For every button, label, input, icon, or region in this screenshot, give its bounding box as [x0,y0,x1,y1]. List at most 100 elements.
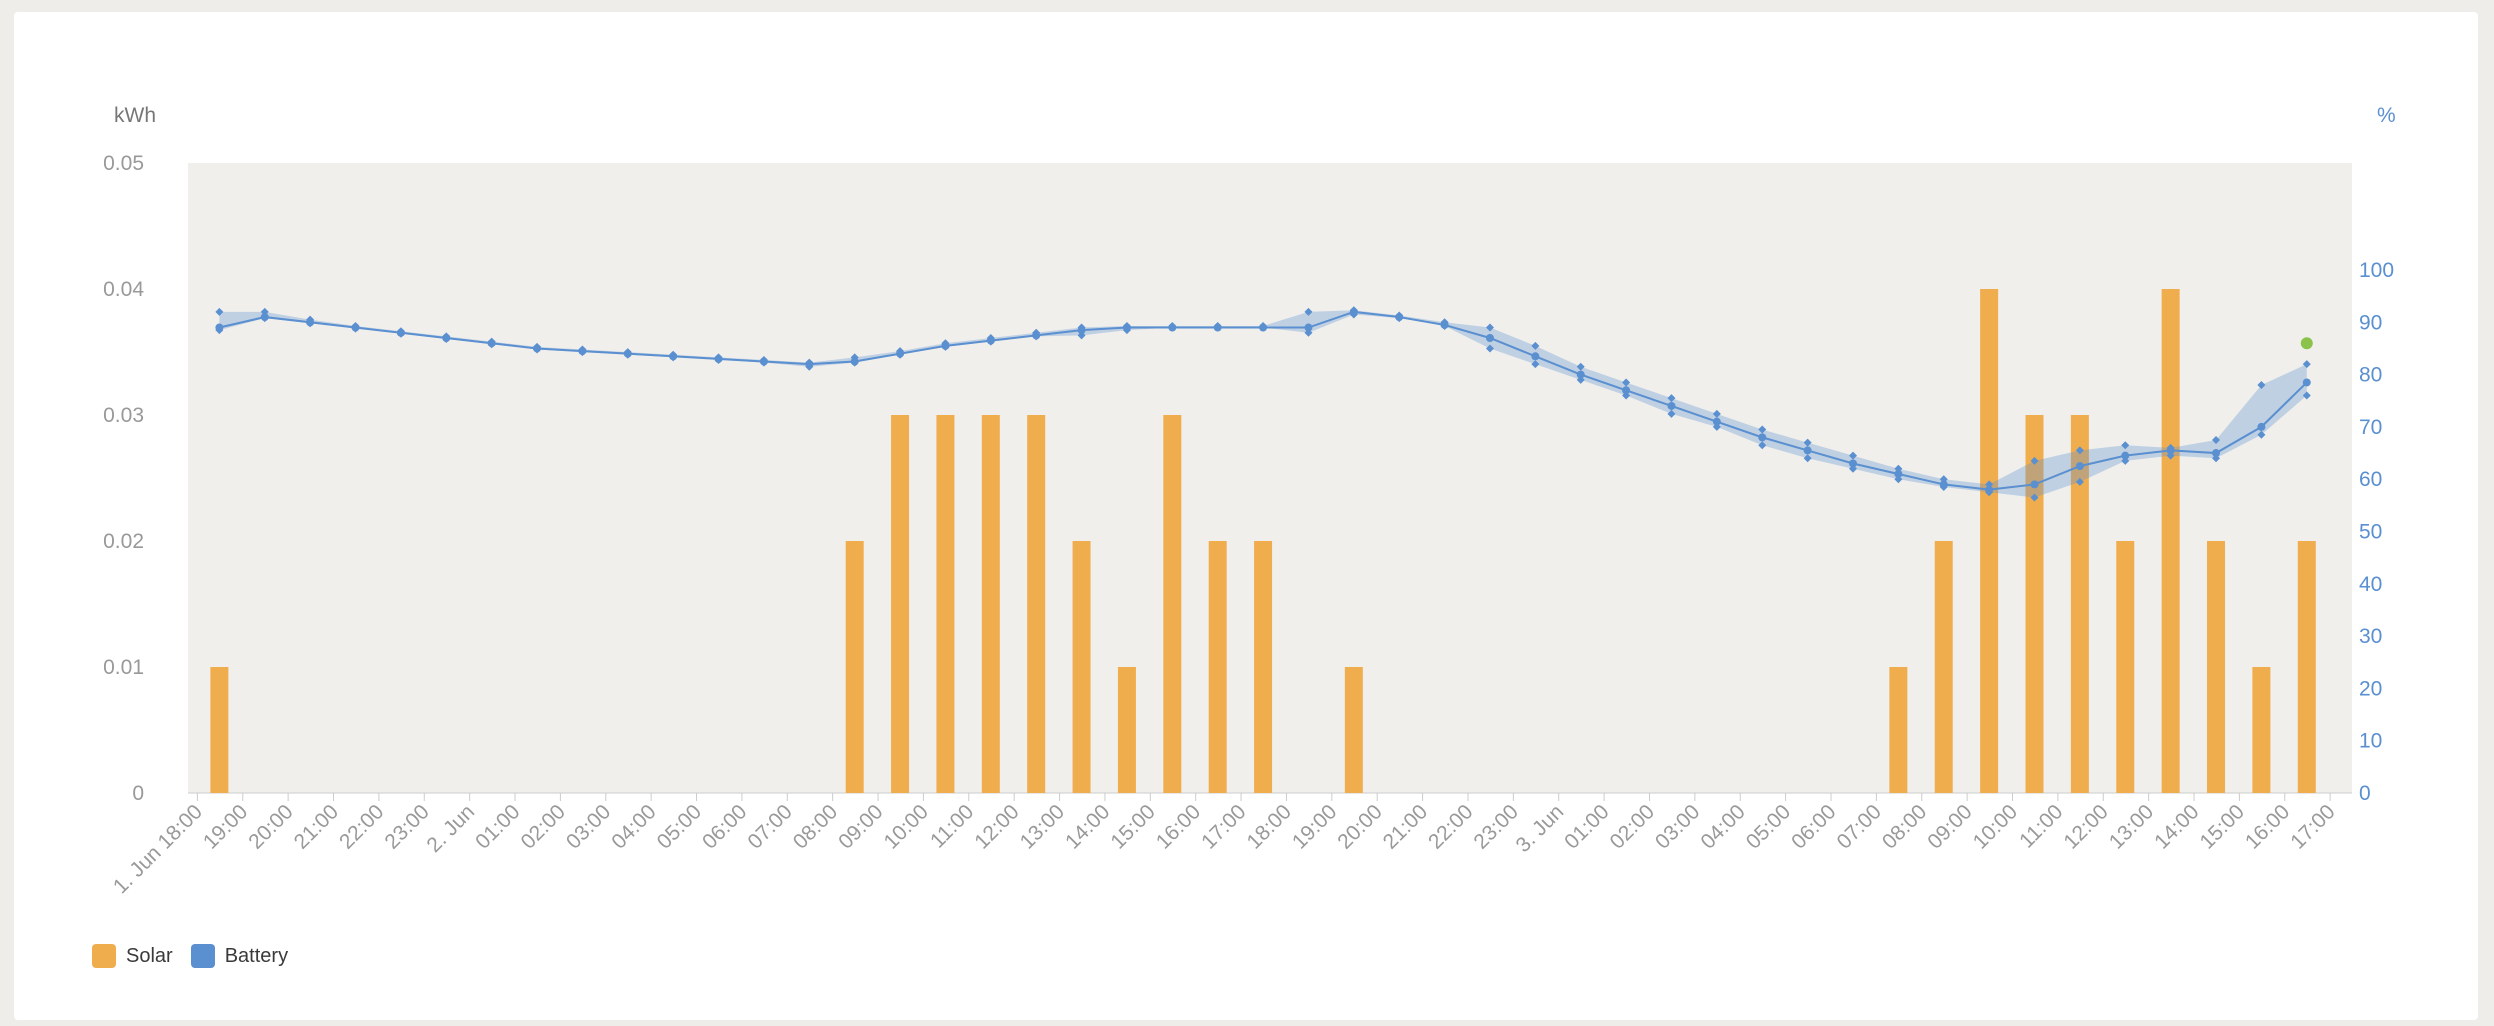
battery-point [215,323,224,332]
x-tick-label: 2. Jun [422,800,479,857]
battery-point [487,339,496,348]
legend-item-battery[interactable]: Battery [190,944,288,968]
x-tick-label: 03:00 [1651,800,1704,853]
solar-bars [210,289,2316,793]
battery-point [1576,370,1585,379]
solar-swatch [92,944,116,968]
battery-point [1213,323,1222,332]
x-tick-label: 23:00 [1469,800,1522,853]
x-tick-label: 21:00 [1379,800,1432,853]
solar-bar [1254,541,1273,793]
x-tick-label: 02:00 [517,800,570,853]
x-tick-label: 17:00 [1197,800,1250,853]
legend: Solar Battery [92,944,288,968]
battery-min-point [1667,409,1676,418]
x-tick-label: 18:00 [1243,800,1296,853]
battery-point [1440,320,1449,329]
battery-max-point [2075,446,2084,455]
solar-bar [981,415,1000,793]
battery-point [1667,401,1676,410]
right-tick-label: 20 [2359,677,2382,700]
solar-bar [2116,541,2135,793]
right-axis-ticks: 0 10 20 30 40 50 60 70 80 90 100 [2359,259,2394,805]
battery-point [1032,331,1041,340]
x-tick-label: 08:00 [1878,800,1931,853]
battery-point [669,352,678,361]
solar-bar [1980,289,1999,793]
solar-bar [210,667,229,793]
battery-max-point [2121,441,2130,450]
x-tick-label: 16:00 [1152,800,1205,853]
solar-bar [1072,541,1091,793]
x-tick-label: 08:00 [789,800,842,853]
x-tick-label: 06:00 [1787,800,1840,853]
x-tick-label: 14:00 [2150,800,2203,853]
battery-point [1304,323,1313,332]
x-tick-label: 15:00 [1106,800,1159,853]
battery-point [805,360,814,369]
battery-point [1622,386,1631,395]
left-axis-ticks: 0 0.01 0.02 0.03 0.04 0.05 [103,152,144,805]
solar-bar [2025,415,2044,793]
battery-point [2257,422,2266,431]
solar-bar [1344,667,1363,793]
battery-range-area [219,310,2307,498]
battery-max-point [1848,451,1857,460]
right-tick-label: 70 [2359,416,2382,439]
battery-point [1848,459,1857,468]
current-value-marker [2300,337,2313,350]
left-axis-unit: kWh [114,104,156,127]
battery-point [260,313,269,322]
x-tick-label: 11:00 [2015,800,2067,852]
x-tick-label: 03:00 [562,800,615,853]
x-tick-label: 14:00 [1061,800,1114,853]
x-tick-label: 19:00 [199,800,252,853]
battery-min-point [2075,477,2084,486]
battery-point [986,336,995,345]
x-tick-label: 12:00 [970,800,1023,853]
battery-point [2212,449,2221,458]
battery-point [1758,433,1767,442]
x-tick-label: 22:00 [335,800,388,853]
battery-point [578,347,587,356]
x-tick-label: 05:00 [1742,800,1795,853]
right-axis-unit: % [2377,104,2396,127]
x-tick-label: 01:00 [1560,800,1613,853]
battery-point [850,357,859,366]
left-tick-label: 0.03 [103,404,144,427]
battery-max-point [2030,456,2039,465]
x-tick-label: 01:00 [471,800,524,853]
battery-point [1168,323,1177,332]
legend-item-solar[interactable]: Solar [92,944,173,968]
battery-max-point [1758,425,1767,434]
legend-label-solar: Solar [126,944,173,967]
battery-point [351,323,360,332]
battery-max-point [1576,362,1585,371]
right-tick-label: 50 [2359,521,2382,544]
x-tick-label: 23:00 [380,800,433,853]
x-tick-label: 04:00 [607,800,660,853]
battery-max-point [1531,341,1540,350]
battery-point [1894,469,1903,478]
solar-bar [2252,667,2271,793]
x-tick-label: 19:00 [1288,800,1341,853]
battery-max-point [1803,438,1812,447]
battery-max-point [1622,378,1631,387]
solar-bar [1163,415,1182,793]
solar-bar [2161,289,2180,793]
solar-bar [1208,541,1227,793]
x-tick-label: 10:00 [1969,800,2022,853]
x-tick-label: 13:00 [1016,800,1069,853]
solar-bar [1117,667,1136,793]
x-tick-label: 20:00 [244,800,297,853]
battery-point [1395,313,1404,322]
solar-bar [2207,541,2226,793]
x-tick-label: 3. Jun [1512,800,1569,857]
right-tick-label: 30 [2359,625,2382,648]
battery-point [2302,378,2311,387]
solar-bar [2297,541,2316,793]
solar-bar [891,415,910,793]
right-tick-label: 90 [2359,311,2382,334]
right-tick-label: 40 [2359,573,2382,596]
left-tick-label: 0 [132,782,144,805]
